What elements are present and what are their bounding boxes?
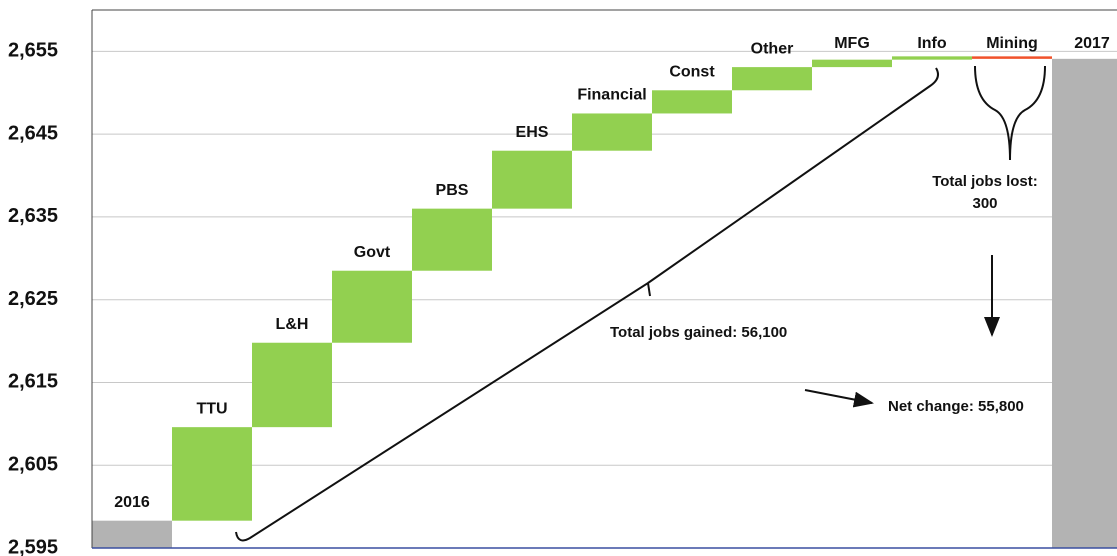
annotation: Total jobs gained: 56,100 xyxy=(610,324,787,341)
category-label: Mining xyxy=(986,35,1038,52)
bar xyxy=(1052,58,1117,548)
y-tick-label: 2,615 xyxy=(8,371,58,393)
bar xyxy=(172,427,252,521)
category-label: Info xyxy=(917,35,947,52)
y-tick-label: 2,635 xyxy=(8,205,58,227)
category-label: L&H xyxy=(276,316,309,333)
y-tick-label: 2,595 xyxy=(8,536,58,556)
bar xyxy=(652,90,732,114)
y-tick-label: 2,655 xyxy=(8,40,58,62)
bars xyxy=(92,56,1117,548)
bar xyxy=(332,270,412,343)
category-label: Const xyxy=(669,64,715,81)
category-label: 2017 xyxy=(1074,35,1110,52)
category-label: MFG xyxy=(834,35,870,52)
bar xyxy=(492,150,572,209)
bar xyxy=(92,520,172,548)
bar xyxy=(892,56,972,60)
category-label: PBS xyxy=(436,182,469,199)
category-label: Other xyxy=(751,40,794,57)
arrow xyxy=(804,389,874,408)
annotation: Total jobs lost: 300 xyxy=(932,173,1038,212)
category-label: TTU xyxy=(196,400,227,417)
y-tick-label: 2,645 xyxy=(8,122,58,144)
bar xyxy=(412,208,492,271)
bar xyxy=(812,59,892,68)
loss-brace xyxy=(974,65,1046,161)
y-tick-label: 2,625 xyxy=(8,288,58,310)
bar xyxy=(732,67,812,91)
category-label: Govt xyxy=(354,244,391,261)
category-label: Financial xyxy=(577,87,646,104)
bar xyxy=(972,56,1052,59)
category-label: 2016 xyxy=(114,494,150,511)
category-label: EHS xyxy=(516,124,549,141)
annotation: Net change: 55,800 xyxy=(888,398,1024,415)
gain-brace xyxy=(235,67,939,542)
bar xyxy=(252,342,332,428)
y-tick-label: 2,605 xyxy=(8,454,58,476)
bar xyxy=(572,113,652,151)
